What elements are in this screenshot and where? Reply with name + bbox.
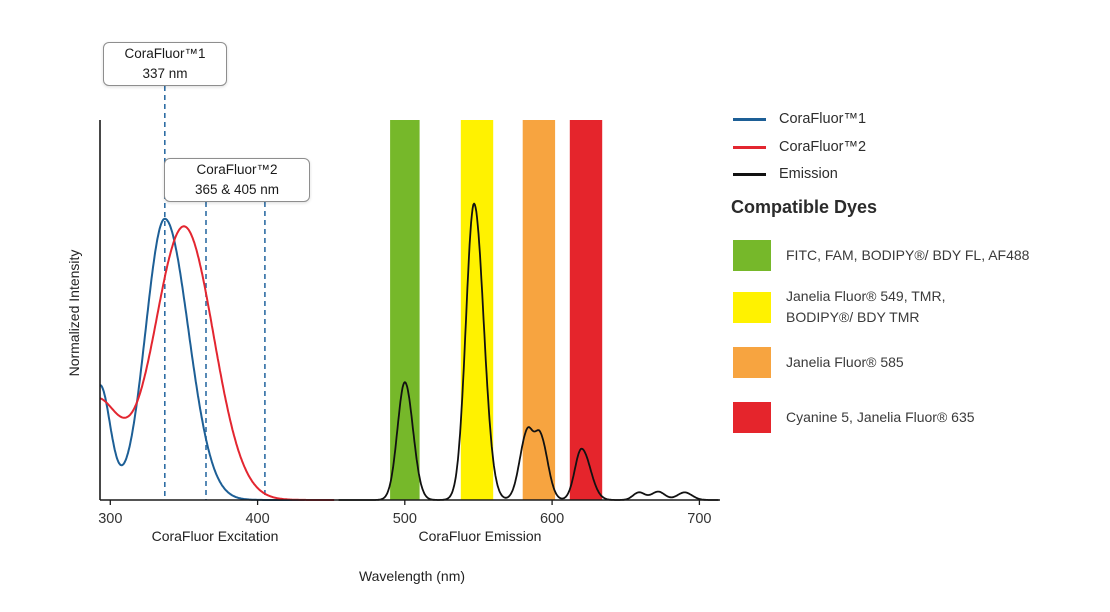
x-tick-label: 400 — [245, 511, 269, 527]
dye-item-red: Cyanine 5, Janelia Fluor® 635 — [733, 402, 1105, 433]
legend-item-corafluor1: CoraFluor™1 — [733, 110, 866, 128]
spectra-chart: 300 400 500 600 700 — [98, 86, 720, 527]
dye-label-orange: Janelia Fluor® 585 — [786, 354, 904, 370]
legend-label-corafluor1: CoraFluor™1 — [779, 111, 867, 127]
legend-label-emission: Emission — [779, 166, 838, 182]
dye-item-yellow: Janelia Fluor® 549, TMR, BODIPY®/ BDY TM… — [733, 286, 1105, 328]
legend-item-corafluor2: CoraFluor™2 — [733, 138, 866, 156]
callout-corafluor2-wavelength: 365 & 405 nm — [194, 182, 280, 197]
legend-item-emission: Emission — [733, 165, 838, 183]
dye-item-green: FITC, FAM, BODIPY®/ BDY FL, AF488 — [733, 240, 1105, 271]
axis-group-label-excitation: CoraFluor Excitation — [151, 528, 279, 544]
curve-excitation-1 — [99, 225, 335, 501]
callout-corafluor1-wavelength: 337 nm — [142, 66, 188, 81]
x-axis-label: Wavelength (nm) — [358, 568, 466, 584]
x-tick-label: 500 — [393, 511, 417, 527]
callout-corafluor1: CoraFluor™1 337 nm — [103, 42, 227, 86]
callout-corafluor2-title: CoraFluor™2 — [196, 161, 278, 177]
legend-line-corafluor1 — [733, 117, 766, 121]
x-tick-label: 300 — [98, 511, 122, 527]
curve-emission-2 — [338, 202, 719, 501]
dye-label-red: Cyanine 5, Janelia Fluor® 635 — [786, 409, 975, 425]
legend-panel: CoraFluor™1 CoraFluor™2 Emission Compati… — [728, 100, 1108, 580]
y-axis-label: Normalized Intensity — [66, 249, 82, 377]
dye-label-yellow: Janelia Fluor® 549, TMR, BODIPY®/ BDY TM… — [786, 288, 946, 325]
dye-swatch-yellow — [733, 291, 771, 323]
x-tick-label: 600 — [540, 511, 564, 527]
dye-swatch-green — [733, 240, 771, 271]
compatible-dyes-heading: Compatible Dyes — [731, 197, 878, 217]
callout-corafluor1-title: CoraFluor™1 — [124, 45, 206, 61]
dye-label-green: FITC, FAM, BODIPY®/ BDY FL, AF488 — [786, 247, 1030, 263]
dye-swatch-orange — [733, 347, 771, 378]
dye-item-orange: Janelia Fluor® 585 — [733, 347, 1105, 378]
filter-band-red — [569, 120, 603, 500]
x-tick-label: 700 — [687, 511, 711, 527]
axis-group-label-emission: CoraFluor Emission — [418, 528, 542, 544]
legend-label-corafluor2: CoraFluor™2 — [779, 139, 867, 155]
filter-band-orange — [522, 120, 556, 500]
legend-line-emission — [733, 172, 766, 176]
dye-swatch-red — [733, 402, 771, 433]
curve-excitation-0 — [99, 217, 305, 501]
callout-corafluor2: CoraFluor™2 365 & 405 nm — [164, 158, 310, 202]
legend-line-corafluor2 — [733, 145, 766, 149]
